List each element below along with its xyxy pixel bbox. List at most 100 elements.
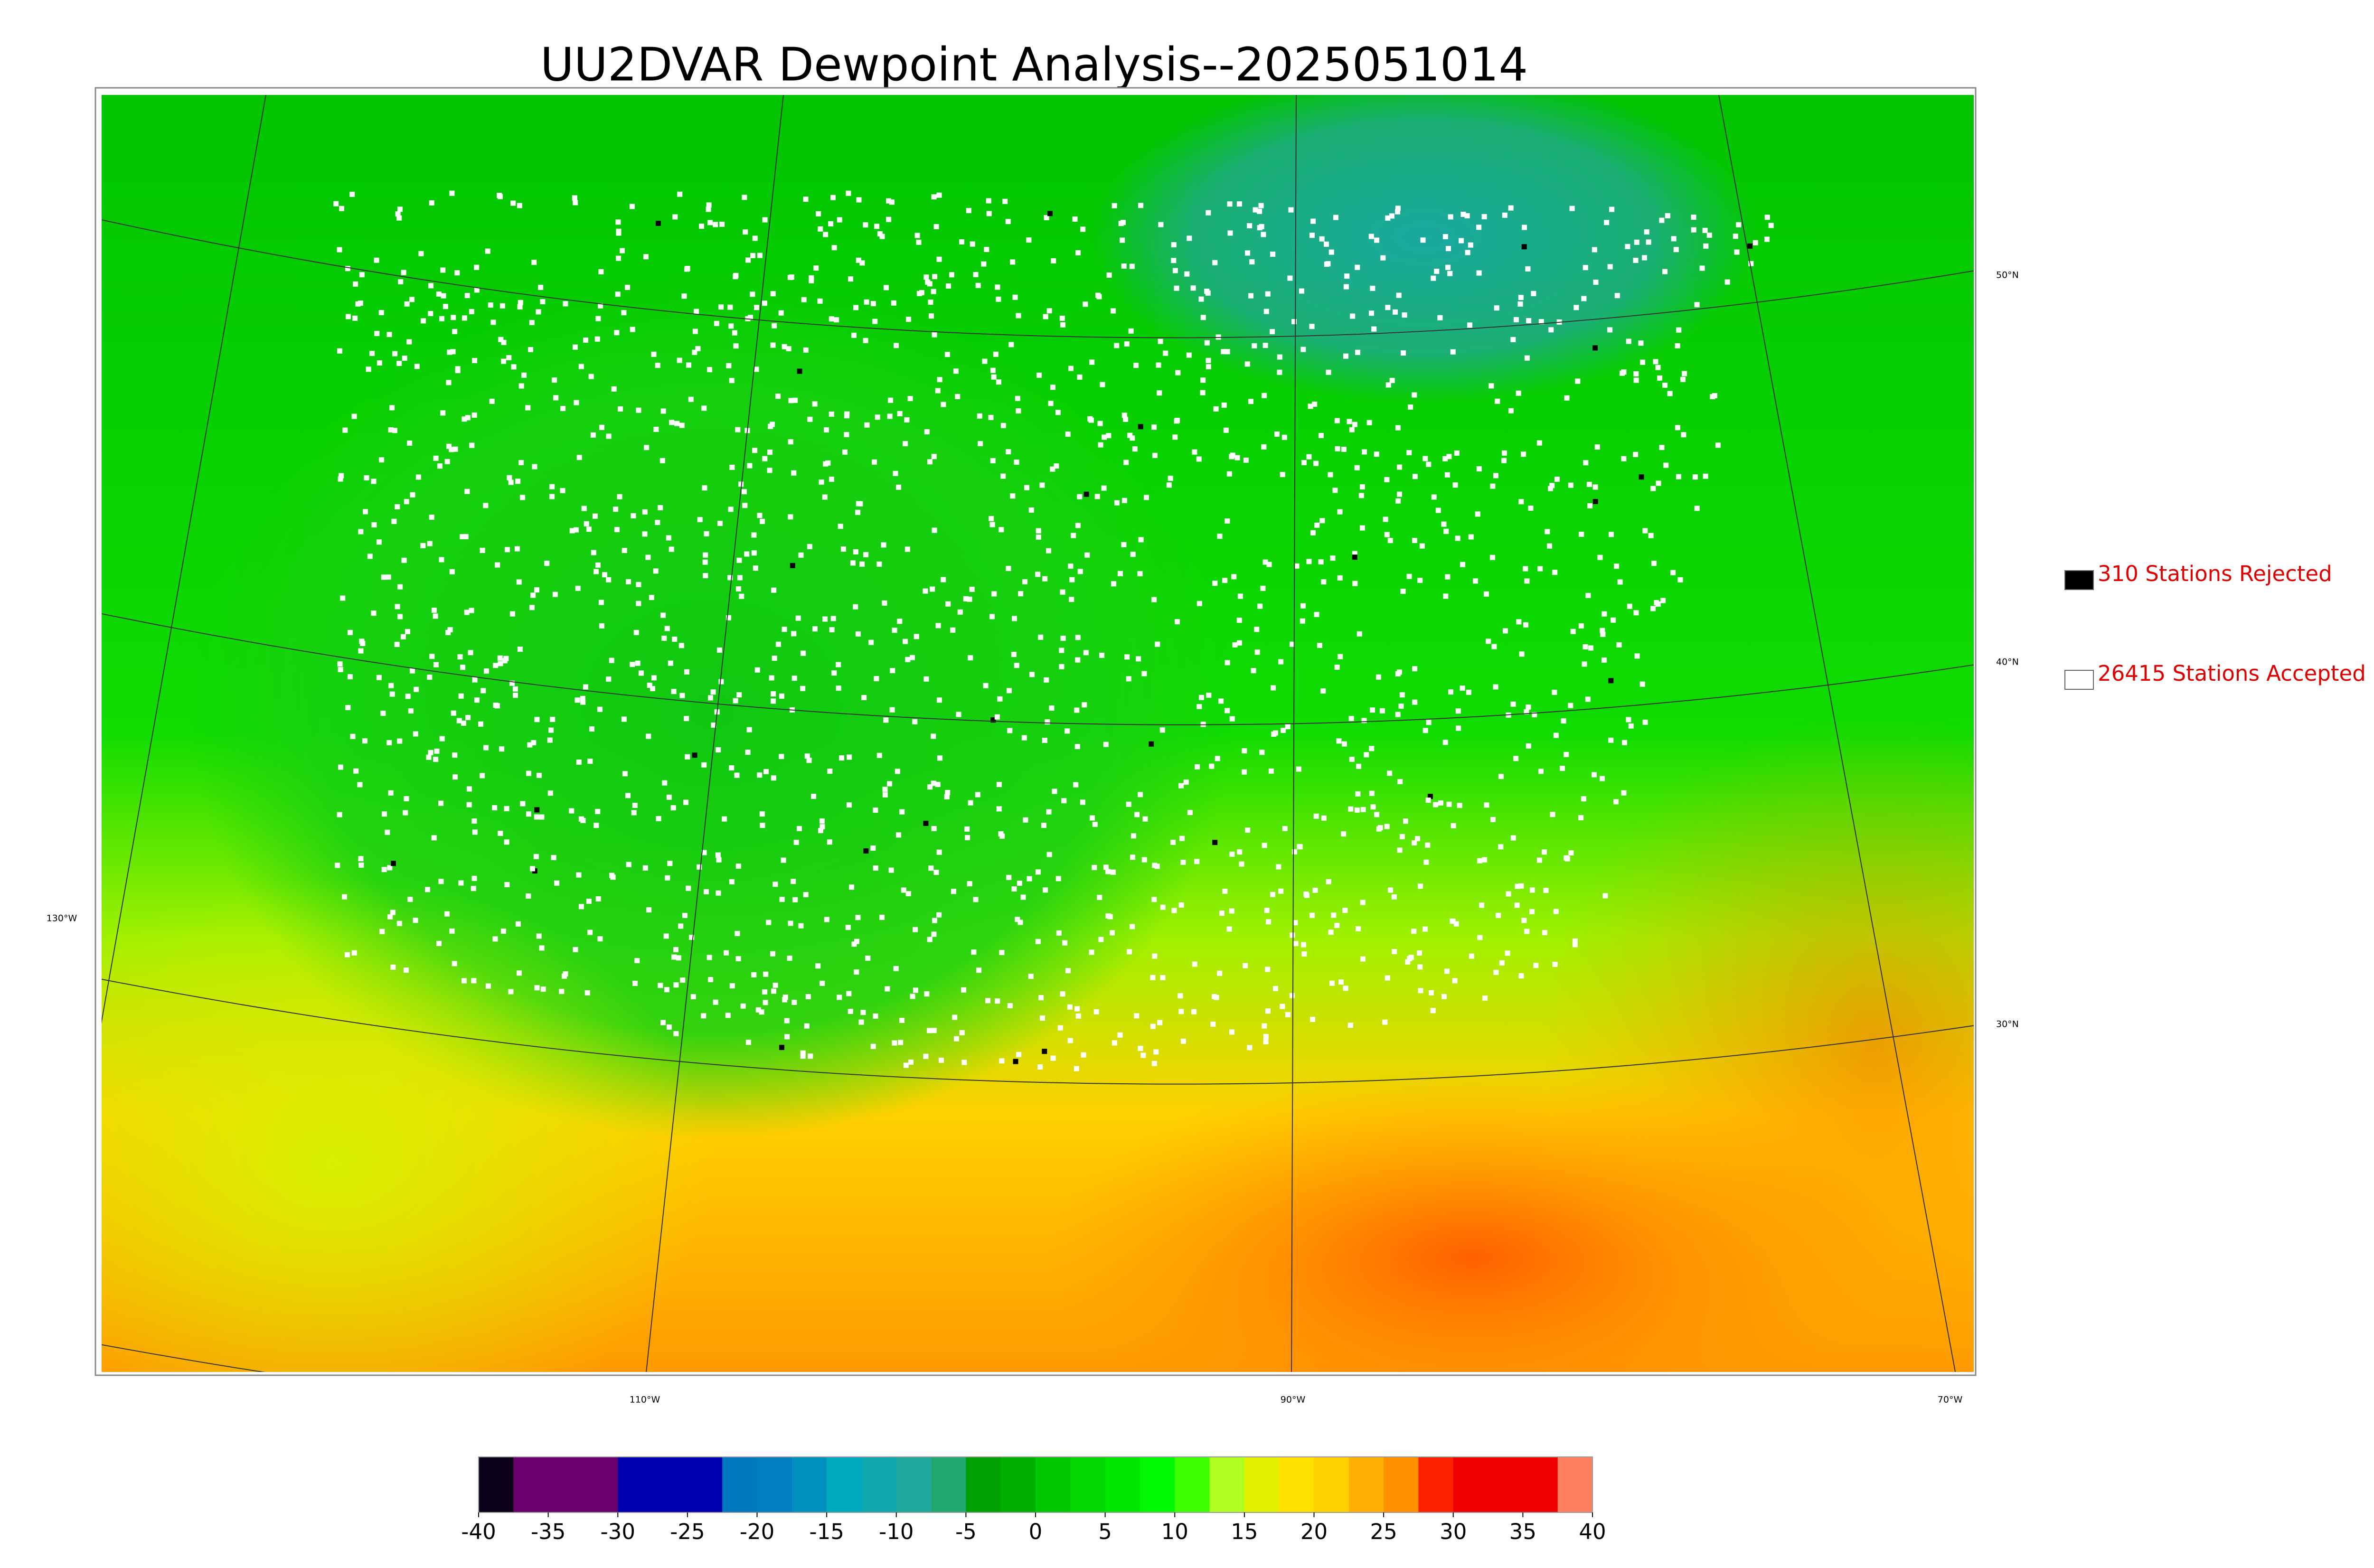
- station-dot: [1028, 974, 1034, 979]
- station-dot: [1503, 628, 1508, 634]
- station-dot: [1677, 577, 1683, 582]
- colorbar-segment: [687, 1457, 723, 1512]
- station-dot: [1171, 258, 1177, 263]
- station-dot: [353, 281, 358, 287]
- station-dot: [553, 395, 559, 401]
- station-dot: [674, 421, 680, 426]
- station-dot: [483, 503, 489, 508]
- station-dot: [1533, 963, 1539, 968]
- station-dot: [1083, 491, 1089, 497]
- station-dot: [1585, 696, 1591, 702]
- station-dot: [1312, 401, 1318, 407]
- station-dot: [888, 867, 894, 873]
- station-dot: [932, 332, 937, 338]
- station-dot: [711, 722, 716, 728]
- station-dot: [401, 270, 406, 275]
- station-dot: [1648, 533, 1654, 538]
- station-dot: [1425, 842, 1431, 848]
- station-dot: [680, 977, 686, 983]
- station-dot: [638, 670, 644, 676]
- station-dot: [1225, 349, 1230, 355]
- station-dot: [1306, 454, 1312, 460]
- station-dot: [563, 301, 568, 307]
- station-dot: [472, 677, 478, 683]
- station-dot: [798, 923, 804, 929]
- station-dot: [1352, 422, 1358, 427]
- station-dot: [1389, 213, 1395, 219]
- station-dot: [782, 997, 788, 1003]
- station-dot: [517, 304, 523, 310]
- station-dot: [493, 702, 499, 708]
- station-dot: [817, 298, 823, 304]
- station-dot: [1037, 1064, 1043, 1070]
- station-dot: [339, 473, 344, 479]
- colorbar: -40 -35 -30 -25 -20 -15 -10 -5 0 5 10 15 20 25 30 35 40: [461, 1456, 1606, 1544]
- station-dot: [1397, 779, 1403, 785]
- station-dot: [1055, 410, 1061, 415]
- station-dot: [1097, 894, 1102, 900]
- station-dot: [1429, 990, 1434, 995]
- station-dot: [426, 754, 432, 760]
- station-dot: [1278, 659, 1284, 665]
- station-dot: [598, 303, 603, 309]
- station-dot: [1229, 851, 1235, 857]
- station-dot: [1266, 562, 1272, 567]
- colorbar-segment: [548, 1457, 584, 1512]
- station-dot: [745, 750, 751, 755]
- station-dot: [1443, 528, 1449, 534]
- station-dot: [993, 351, 999, 357]
- station-dot: [813, 265, 819, 271]
- station-dot: [984, 247, 989, 253]
- station-dot: [928, 865, 934, 871]
- station-dot: [941, 577, 946, 582]
- station-dot: [1270, 251, 1276, 257]
- station-dot: [1594, 444, 1600, 450]
- station-dot: [1128, 328, 1134, 334]
- station-dot: [1060, 991, 1065, 997]
- station-dot: [853, 305, 859, 310]
- station-dot: [986, 211, 992, 216]
- station-dot: [456, 718, 462, 723]
- station-dot: [1607, 264, 1613, 270]
- station-dot: [651, 351, 657, 357]
- station-dot: [1337, 509, 1343, 515]
- station-dot: [498, 337, 504, 342]
- station-dot: [397, 614, 403, 620]
- station-dot: [874, 676, 879, 682]
- station-dot: [1384, 477, 1390, 482]
- station-dot: [1140, 1052, 1146, 1058]
- lat-label: 50°N: [1996, 270, 2019, 281]
- station-dot: [340, 595, 346, 601]
- station-dot: [1290, 932, 1295, 938]
- station-dot: [1074, 744, 1080, 750]
- station-dot: [433, 613, 438, 619]
- station-dot: [1291, 319, 1297, 325]
- station-dot: [1262, 559, 1268, 565]
- station-dot: [995, 998, 1000, 1004]
- station-dot: [1626, 338, 1631, 344]
- station-dot: [1670, 570, 1676, 575]
- station-dot: [829, 627, 835, 633]
- station-dot: [863, 552, 869, 557]
- station-dot: [886, 216, 892, 222]
- station-dot: [1309, 324, 1315, 329]
- station-dot: [760, 518, 765, 524]
- station-dot: [924, 991, 930, 997]
- station-dot: [1694, 506, 1700, 511]
- station-dot: [1094, 494, 1100, 499]
- station-dot: [575, 697, 580, 703]
- station-dot: [812, 626, 818, 632]
- station-dot: [427, 675, 433, 680]
- station-dot: [889, 199, 895, 205]
- station-dot: [1023, 817, 1028, 823]
- station-dot: [779, 897, 785, 902]
- station-dot: [454, 270, 460, 276]
- station-dot: [333, 201, 339, 207]
- station-dot: [645, 554, 651, 560]
- station-dot: [406, 339, 412, 345]
- station-dot: [887, 413, 893, 419]
- station-dot: [431, 607, 437, 613]
- station-dot: [1006, 565, 1011, 571]
- station-dot: [364, 475, 369, 480]
- station-dot: [1226, 471, 1232, 477]
